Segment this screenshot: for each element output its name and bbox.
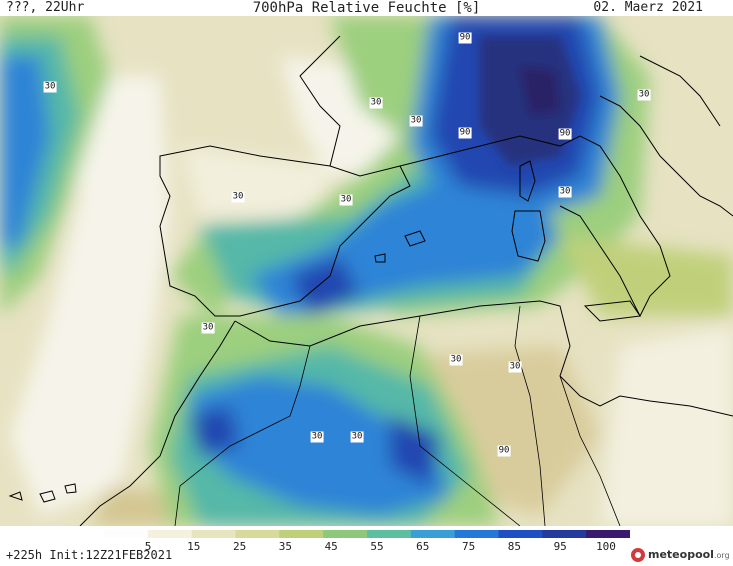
contour-label: 90 bbox=[458, 32, 472, 44]
contour-label: 90 bbox=[558, 128, 572, 140]
scale-swatch bbox=[410, 530, 456, 538]
scale-swatch bbox=[542, 530, 587, 538]
color-scale-bar bbox=[104, 530, 630, 538]
scale-tick-label: 25 bbox=[232, 540, 247, 553]
run-info-label: +225h Init:12Z21FEB2021 bbox=[6, 548, 173, 562]
map-title: 700hPa Relative Feuchte [%] bbox=[252, 0, 481, 16]
contour-label: 90 bbox=[497, 445, 511, 457]
scale-tick-label: 65 bbox=[416, 540, 430, 553]
scale-tick-label: 45 bbox=[324, 540, 338, 553]
contour-label: 30 bbox=[350, 431, 364, 443]
scale-swatch bbox=[191, 530, 236, 538]
scale-tick-label: 35 bbox=[278, 540, 293, 553]
humidity-map bbox=[0, 16, 733, 526]
contour-label: 90 bbox=[458, 127, 472, 139]
scale-tick-label: 75 bbox=[461, 540, 476, 553]
coastlines bbox=[8, 35, 733, 526]
contour-label: 30 bbox=[310, 431, 324, 443]
logo-text: meteopool.org bbox=[648, 548, 730, 561]
contour-label: 30 bbox=[449, 354, 463, 366]
scale-tick-label: 15 bbox=[187, 540, 201, 553]
meteopool-logo[interactable]: meteopool.org bbox=[630, 547, 730, 565]
contour-label: 30 bbox=[508, 361, 522, 373]
scale-swatch bbox=[454, 530, 499, 538]
contour-label: 30 bbox=[43, 81, 57, 93]
scale-tick-label: 100 bbox=[596, 540, 616, 553]
contour-label: 30 bbox=[369, 97, 383, 109]
scale-swatch bbox=[498, 530, 543, 538]
contour-label: 30 bbox=[201, 322, 215, 334]
humidity-core bbox=[480, 36, 580, 166]
contour-label: 30 bbox=[231, 191, 245, 203]
contour-label: 30 bbox=[409, 115, 423, 127]
humidity-field bbox=[0, 16, 733, 526]
scale-swatch bbox=[279, 530, 324, 538]
scale-tick-label: 55 bbox=[370, 540, 384, 553]
valid-date-label: 02. Maerz 2021 bbox=[593, 0, 703, 15]
scale-tick-label: 95 bbox=[553, 540, 567, 553]
contour-label: 30 bbox=[637, 89, 651, 101]
scale-tick-label: 5 bbox=[144, 540, 152, 553]
contour-label: 30 bbox=[558, 186, 572, 198]
scale-swatch bbox=[147, 530, 193, 538]
scale-swatch bbox=[235, 530, 280, 538]
scale-swatch bbox=[323, 530, 368, 538]
scale-swatch bbox=[367, 530, 412, 538]
valid-time-label: ???, 22Uhr bbox=[6, 0, 85, 15]
scale-tick-label: 85 bbox=[507, 540, 522, 553]
contour-label: 30 bbox=[339, 194, 353, 206]
scale-swatch bbox=[586, 530, 630, 538]
scale-swatch bbox=[104, 530, 149, 538]
meteopool-logo-icon bbox=[631, 548, 645, 562]
